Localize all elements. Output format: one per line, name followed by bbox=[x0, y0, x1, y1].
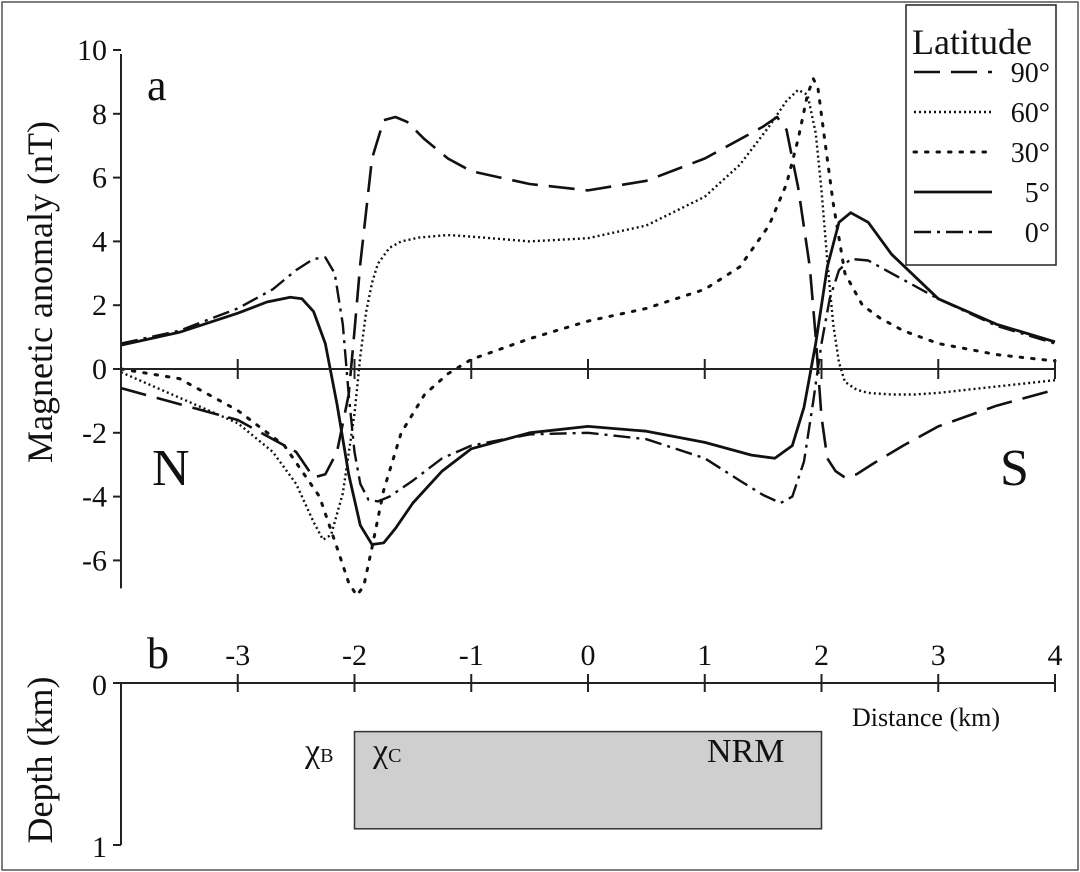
legend-label: 60° bbox=[1011, 98, 1050, 129]
x-tick-label: 1 bbox=[697, 639, 712, 672]
x-tick-label: 2 bbox=[814, 639, 829, 672]
y-tick-label: -4 bbox=[82, 481, 107, 514]
y-axis-label-depth: Depth (km) bbox=[20, 677, 60, 844]
legend-label: 30° bbox=[1011, 138, 1050, 169]
chi-c-subscript: C bbox=[388, 745, 401, 767]
north-label: N bbox=[152, 440, 190, 497]
legend-label: 90° bbox=[1011, 58, 1050, 89]
series-line bbox=[120, 256, 1056, 505]
chi-b-symbol: χ bbox=[304, 733, 320, 770]
y-tick-label: -2 bbox=[82, 417, 107, 450]
series-line bbox=[119, 77, 1057, 597]
y-tick-label: 6 bbox=[92, 162, 107, 195]
x-tick-label: -2 bbox=[342, 639, 367, 672]
y-tick-label: -6 bbox=[82, 544, 107, 577]
x-tick-label: 0 bbox=[581, 639, 596, 672]
source-body bbox=[353, 730, 823, 830]
legend-label: 5° bbox=[1025, 178, 1050, 209]
panel-a-x-ticks bbox=[236, 359, 1056, 379]
panel-b-y-ticks: 01 bbox=[92, 669, 121, 864]
chi-b-subscript: B bbox=[320, 745, 333, 767]
series-line bbox=[120, 115, 1056, 479]
y-tick-label: 8 bbox=[92, 98, 107, 131]
y-axis-label-anomaly: Magnetic anomaly (nT) bbox=[20, 121, 60, 463]
x-tick-label: -3 bbox=[225, 639, 250, 672]
south-label: S bbox=[1000, 440, 1029, 497]
x-tick-label: 4 bbox=[1048, 639, 1063, 672]
y-tick-label: 0 bbox=[92, 669, 107, 702]
y-tick-label: 2 bbox=[92, 289, 107, 322]
panel-b-x-ticks: -3 -2 -1 0 1 2 3 4 bbox=[225, 639, 1063, 692]
y-tick-label: 10 bbox=[77, 34, 107, 67]
panel-a-y-ticks: -6 -4 -2 0 2 4 6 8 10 bbox=[77, 34, 121, 577]
panel-b: -3 -2 -1 0 1 2 3 4 01 b Distance (km) Depth (km… bbox=[20, 629, 1063, 864]
y-tick-label: 4 bbox=[92, 225, 107, 258]
legend-title: Latitude bbox=[912, 22, 1032, 62]
anomaly-series-group bbox=[119, 77, 1057, 597]
panel-a-letter: a bbox=[147, 61, 167, 110]
contact-susceptibility-label: χC bbox=[372, 733, 401, 770]
legend-label: 0° bbox=[1025, 218, 1050, 249]
x-tick-label: 3 bbox=[931, 639, 946, 672]
chi-c-symbol: χ bbox=[372, 733, 388, 770]
boundary-susceptibility-label: χB bbox=[304, 733, 333, 770]
panel-b-letter: b bbox=[147, 629, 169, 678]
series-line bbox=[120, 88, 1056, 541]
legend: Latitude 90° 60° 30° 5° 0° bbox=[905, 4, 1057, 266]
x-axis-label-distance: Distance (km) bbox=[852, 703, 1000, 732]
legend-box bbox=[905, 4, 1057, 266]
y-tick-label: 0 bbox=[92, 353, 107, 386]
nrm-label: NRM bbox=[707, 733, 784, 770]
x-tick-label: -1 bbox=[459, 639, 484, 672]
y-tick-label: 1 bbox=[92, 831, 107, 864]
legend-entries: 90° 60° 30° 5° 0° bbox=[912, 58, 1050, 249]
